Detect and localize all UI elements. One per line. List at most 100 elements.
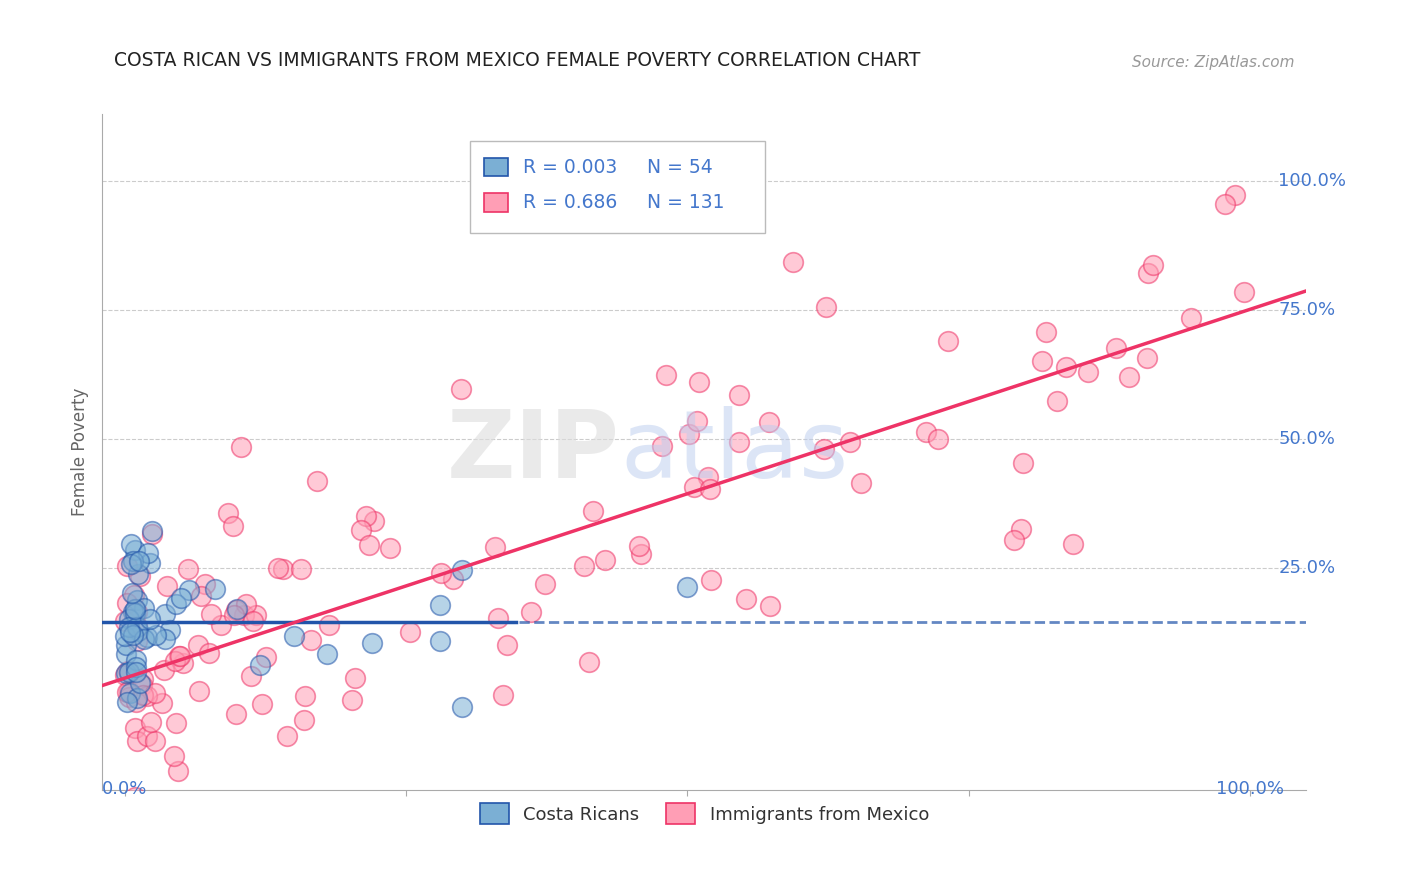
Point: [128, 554, 150, 568]
Point: [1137, 266, 1160, 280]
Point: [363, 515, 385, 529]
Point: [593, 552, 616, 566]
Point: [1031, 354, 1053, 368]
Point: [915, 425, 938, 439]
Point: [936, 334, 959, 348]
Point: [139, 715, 162, 730]
Point: [125, 659, 148, 673]
Point: [225, 706, 247, 721]
Point: [124, 653, 146, 667]
Point: [121, 554, 143, 568]
Point: [450, 382, 472, 396]
Point: [495, 638, 517, 652]
Text: 100.0%: 100.0%: [1278, 172, 1346, 190]
Point: [135, 630, 157, 644]
Point: [172, 656, 194, 670]
Point: [226, 602, 249, 616]
Point: [290, 562, 312, 576]
Point: [492, 689, 515, 703]
Point: [134, 600, 156, 615]
Point: [578, 655, 600, 669]
Point: [813, 442, 835, 457]
Point: [159, 623, 181, 637]
Point: [222, 608, 245, 623]
Point: [572, 559, 595, 574]
Point: [699, 482, 721, 496]
Text: 25.0%: 25.0%: [1278, 559, 1336, 577]
Text: 75.0%: 75.0%: [1278, 301, 1336, 319]
Y-axis label: Female Poverty: Female Poverty: [72, 388, 89, 516]
Point: [839, 434, 862, 449]
Bar: [484, 158, 508, 177]
Point: [115, 647, 138, 661]
Text: Source: ZipAtlas.com: Source: ZipAtlas.com: [1132, 55, 1295, 70]
Point: [271, 562, 294, 576]
Point: [221, 519, 243, 533]
Point: [187, 638, 209, 652]
Point: [250, 697, 273, 711]
Point: [117, 664, 139, 678]
Point: [136, 730, 159, 744]
Point: [429, 633, 451, 648]
Point: [118, 683, 141, 698]
Point: [165, 597, 187, 611]
Point: [1213, 197, 1236, 211]
Text: COSTA RICAN VS IMMIGRANTS FROM MEXICO FEMALE POVERTY CORRELATION CHART: COSTA RICAN VS IMMIGRANTS FROM MEXICO FE…: [114, 52, 921, 70]
Point: [124, 606, 146, 620]
Point: [114, 629, 136, 643]
Point: [141, 527, 163, 541]
Legend: Costa Ricans, Immigrants from Mexico: Costa Ricans, Immigrants from Mexico: [472, 797, 936, 831]
Point: [344, 671, 367, 685]
Point: [127, 620, 149, 634]
Point: [1142, 258, 1164, 272]
Point: [118, 665, 141, 680]
Point: [127, 624, 149, 638]
Point: [143, 686, 166, 700]
Point: [118, 620, 141, 634]
Point: [120, 557, 142, 571]
Point: [125, 665, 148, 679]
Point: [361, 636, 384, 650]
Point: [782, 255, 804, 269]
Point: [125, 695, 148, 709]
Point: [127, 567, 149, 582]
Point: [292, 713, 315, 727]
Point: [759, 599, 782, 613]
Point: [245, 607, 267, 622]
Point: [849, 475, 872, 490]
Point: [254, 649, 277, 664]
Point: [316, 647, 339, 661]
Point: [1233, 285, 1256, 299]
Point: [630, 547, 652, 561]
Point: [1010, 522, 1032, 536]
Point: [150, 696, 173, 710]
Point: [266, 561, 288, 575]
Point: [122, 588, 145, 602]
Point: [156, 579, 179, 593]
Point: [120, 624, 142, 639]
Point: [1046, 393, 1069, 408]
Point: [305, 474, 328, 488]
Point: [451, 699, 474, 714]
Point: [125, 592, 148, 607]
Point: [138, 546, 160, 560]
Point: [399, 624, 422, 639]
Point: [294, 690, 316, 704]
Point: [628, 540, 651, 554]
Point: [114, 614, 136, 628]
Point: [121, 586, 143, 600]
Point: [179, 583, 201, 598]
Point: [155, 607, 177, 622]
Point: [217, 506, 239, 520]
Point: [131, 688, 153, 702]
Point: [115, 638, 138, 652]
Point: [484, 540, 506, 554]
Point: [686, 414, 709, 428]
Point: [225, 603, 247, 617]
Point: [318, 617, 340, 632]
Point: [651, 439, 673, 453]
Point: [115, 665, 138, 680]
Point: [131, 672, 153, 686]
Point: [198, 646, 221, 660]
Point: [127, 619, 149, 633]
